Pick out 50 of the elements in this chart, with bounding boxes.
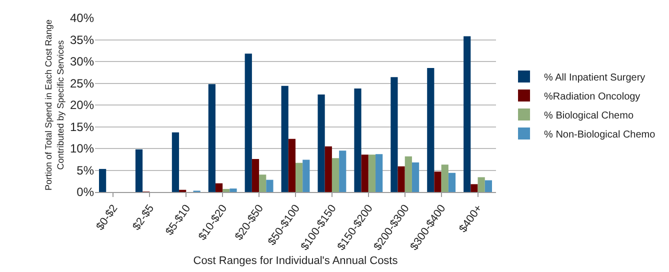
bar <box>296 162 303 192</box>
bar <box>368 154 376 192</box>
bar <box>434 172 442 192</box>
y-tick-label: 10% <box>70 142 94 156</box>
y-tick-label: 25% <box>70 76 94 90</box>
bar <box>464 36 471 192</box>
y-tick-label: 5% <box>76 163 94 178</box>
legend-label: %Radiation Oncology <box>544 91 640 102</box>
bar <box>354 88 362 192</box>
y-axis-title: Portion of Total Spend in Each Cost Range Contributed by Specific Services <box>44 20 66 190</box>
y-tick-label: 30% <box>70 54 94 69</box>
y-tick-label: 15% <box>70 120 94 134</box>
legend-label: % All Inpatient Surgery <box>544 72 646 84</box>
legend-label: % Non-Biological Chemo <box>544 129 656 140</box>
bar <box>230 188 237 192</box>
y-tick-label: 35% <box>70 32 94 47</box>
y-tick-label: 0% <box>76 185 94 200</box>
legend-label: % Biological Chemo <box>544 110 634 122</box>
bar <box>427 68 434 192</box>
bar <box>288 138 296 192</box>
bar <box>252 158 260 192</box>
x-axis-title: Cost Ranges for Individual's Annual Costs <box>193 254 398 267</box>
y-tick-label: 20% <box>70 98 94 112</box>
bar <box>244 54 252 192</box>
bar <box>222 188 230 192</box>
bar <box>172 132 180 192</box>
bar <box>281 86 288 192</box>
bar <box>99 168 106 192</box>
bar <box>332 158 340 192</box>
y-tick-label: 40% <box>70 11 94 26</box>
bar <box>259 174 266 192</box>
bar <box>412 162 420 192</box>
bar <box>324 146 332 192</box>
bar <box>339 150 346 192</box>
bar <box>478 177 485 192</box>
bar <box>448 172 456 192</box>
bar <box>215 183 223 192</box>
bar <box>135 149 143 192</box>
bar <box>376 154 383 192</box>
bar <box>208 84 216 192</box>
bar <box>266 180 274 192</box>
bar <box>470 184 478 192</box>
bar <box>302 160 310 192</box>
bar <box>484 180 492 192</box>
bar <box>390 77 398 192</box>
bar <box>441 164 448 192</box>
bar <box>361 154 368 192</box>
bar <box>318 94 325 192</box>
bar <box>398 166 405 192</box>
bar <box>404 156 412 192</box>
